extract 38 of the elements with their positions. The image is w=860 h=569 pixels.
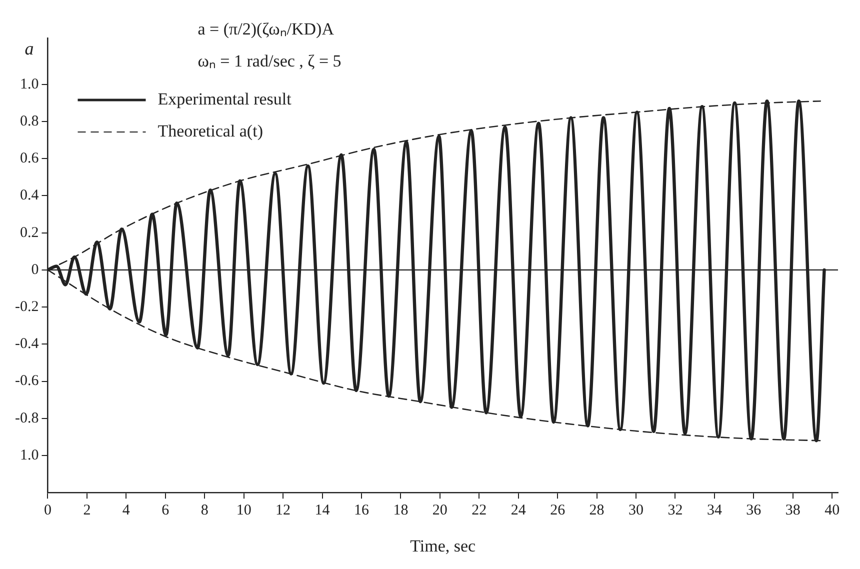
legend-label: Experimental result <box>158 89 292 108</box>
x-tick-label: 22 <box>472 502 487 519</box>
y-tick-label: -0.4 <box>14 336 40 352</box>
x-tick-label: 8 <box>200 502 208 519</box>
x-tick-label: 2 <box>83 502 91 519</box>
x-tick-label: 12 <box>276 502 291 519</box>
legend-label: Theoretical a(t) <box>158 121 263 140</box>
y-tick-label: 0.8 <box>20 113 39 130</box>
y-tick-label: 0.2 <box>20 224 39 241</box>
y-tick-label: 1.0 <box>20 447 39 464</box>
x-tick-label: 4 <box>122 502 130 519</box>
y-tick-label: 1.0 <box>20 76 39 92</box>
annotation: a = (π/2)(ζωₙ/KD)A <box>198 19 335 38</box>
x-axis-title: Time, sec <box>410 536 476 556</box>
y-tick-label: 0 <box>31 262 39 278</box>
y-tick-label: 0.4 <box>20 188 40 204</box>
y-axis-title: a <box>24 38 34 59</box>
x-tick-label: 18 <box>393 502 408 519</box>
x-tick-label: 14 <box>314 502 330 519</box>
x-tick-label: 20 <box>432 502 448 519</box>
y-tick-label: -0.6 <box>14 373 40 390</box>
x-tick-label: 16 <box>354 502 370 519</box>
y-tick-label: 0.6 <box>20 150 40 167</box>
x-tick-label: 26 <box>550 502 566 519</box>
y-tick-label: -0.8 <box>14 410 39 426</box>
annotation: ωₙ = 1 rad/sec , ζ = 5 <box>198 51 342 70</box>
x-tick-label: 36 <box>746 502 762 519</box>
x-tick-label: 38 <box>785 502 800 519</box>
x-tick-label: 30 <box>628 502 644 519</box>
x-tick-label: 10 <box>236 502 252 519</box>
x-tick-label: 32 <box>668 502 683 519</box>
x-tick-label: 40 <box>824 502 840 519</box>
x-tick-label: 34 <box>706 502 722 519</box>
x-tick-label: 6 <box>162 502 170 519</box>
x-tick-label: 0 <box>44 502 52 519</box>
x-tick-label: 24 <box>510 502 526 519</box>
x-tick-label: 28 <box>589 502 604 519</box>
y-tick-label: -0.2 <box>14 298 39 315</box>
